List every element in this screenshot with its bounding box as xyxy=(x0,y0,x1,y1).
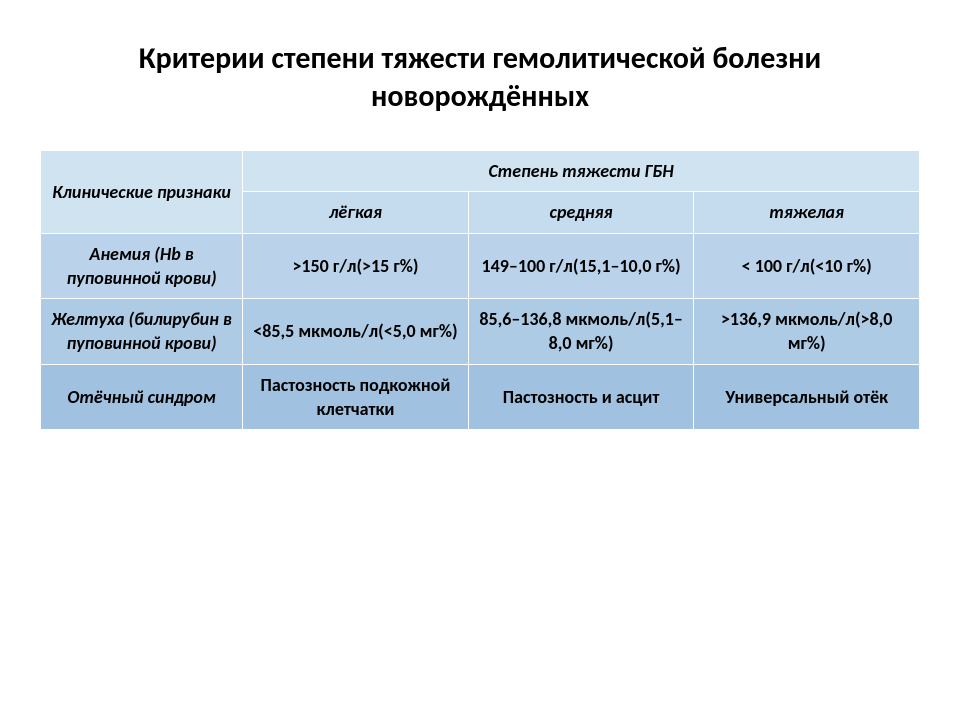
row-label: Отёчный синдром xyxy=(41,364,243,430)
table-cell: Пастозность и асцит xyxy=(468,364,694,430)
header-group-label: Степень тяжести ГБН xyxy=(243,151,920,192)
header-row-label: Клинические признаки xyxy=(41,151,243,234)
header-severity-moderate: средняя xyxy=(468,192,694,233)
table-cell: >136,9 мкмоль/л(>8,0 мг%) xyxy=(694,299,920,365)
table-cell: <85,5 мкмоль/л(<5,0 мг%) xyxy=(243,299,469,365)
row-label: Желтуха (билирубин в пуповинной крови) xyxy=(41,299,243,365)
header-severity-mild: лёгкая xyxy=(243,192,469,233)
slide-title: Критерии степени тяжести гемолитической … xyxy=(90,40,870,115)
header-severity-severe: тяжелая xyxy=(694,192,920,233)
table-cell: 85,6–136,8 мкмоль/л(5,1–8,0 мг%) xyxy=(468,299,694,365)
table-cell: Универсальный отёк xyxy=(694,364,920,430)
table-cell: >150 г/л(>15 г%) xyxy=(243,233,469,299)
table-cell: Пастозность подкожной клетчатки xyxy=(243,364,469,430)
row-label: Анемия (Hb в пуповинной крови) xyxy=(41,233,243,299)
severity-table: Клинические признаки Степень тяжести ГБН… xyxy=(40,150,920,430)
table-cell: 149–100 г/л(15,1–10,0 г%) xyxy=(468,233,694,299)
table-cell: < 100 г/л(<10 г%) xyxy=(694,233,920,299)
